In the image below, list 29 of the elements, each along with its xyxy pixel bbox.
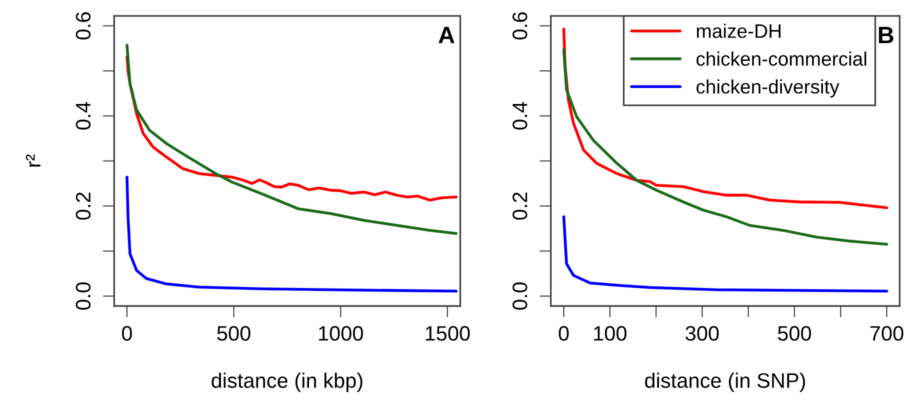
y-tick-label: 0.0 [76,282,91,310]
x-tick-label: 500 [217,326,250,341]
y-tick-label: 0.0 [512,282,528,310]
y-tick-label: 0.4 [512,102,528,130]
line-series [126,176,458,293]
y-tick-label: 0.6 [76,12,91,40]
line-series [562,215,888,293]
y-tick-label: 0.4 [76,102,91,130]
legend-label: maize-DH [696,24,781,38]
x-axis-title: distance (in SNP) [645,372,806,392]
x-tick-label: 700 [870,326,904,341]
y-tick-label: 0.2 [512,192,528,220]
annotation: A [438,26,454,44]
line-series [126,44,458,235]
x-tick-label: 1500 [426,326,470,341]
line-series [562,48,888,246]
y-tick-label: 0.2 [76,192,91,220]
annotation: B [878,26,894,44]
legend-label: chicken-diversity [696,79,840,98]
x-axis-title: distance (in kbp) [212,372,362,392]
x-tick-label: 0 [558,326,569,341]
x-tick-label: 100 [594,326,626,341]
x-tick-label: 1000 [319,326,363,341]
x-tick-label: 300 [686,326,719,341]
x-tick-label: 0 [122,326,132,341]
x-tick-label: 500 [778,326,812,341]
legend-label: chicken-commercial [696,52,866,66]
y-tick-label: 0.6 [512,12,528,40]
y-axis-title: r² [26,154,40,167]
